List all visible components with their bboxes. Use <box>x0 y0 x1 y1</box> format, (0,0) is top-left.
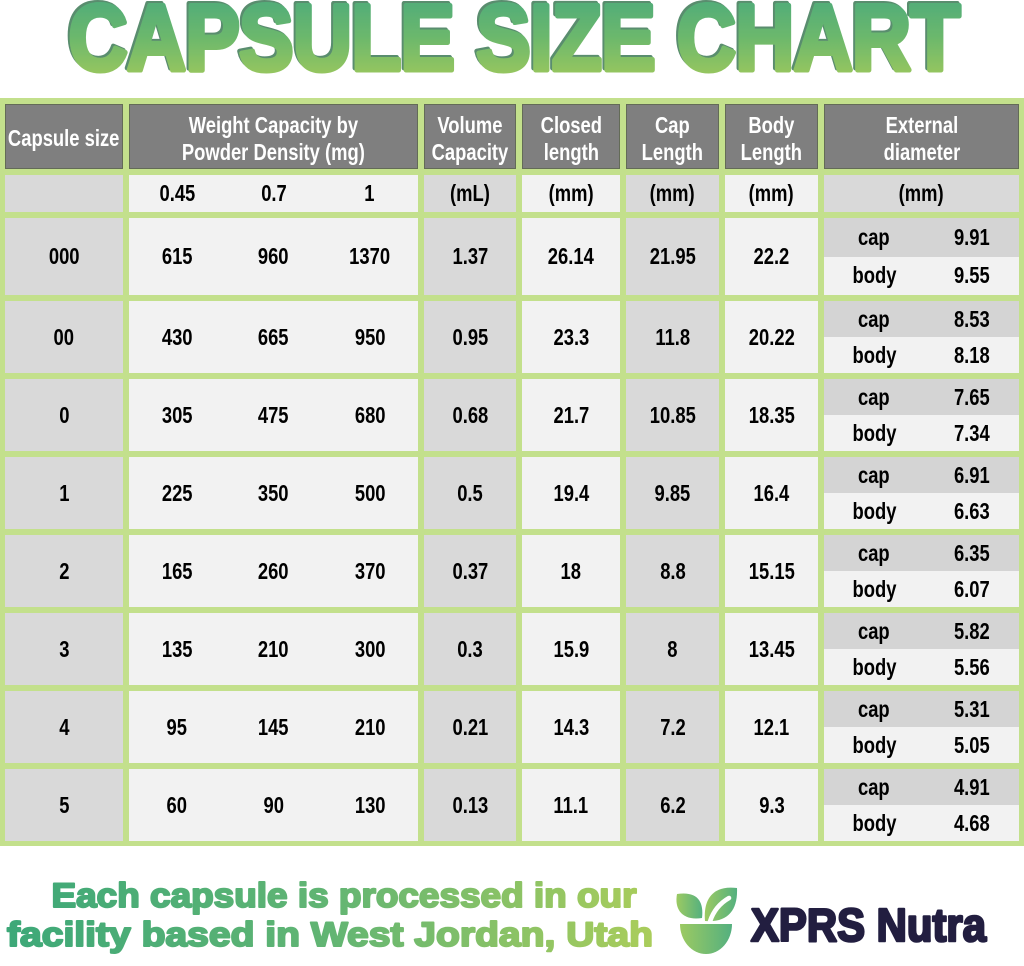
svg-text:facility based in West Jordan,: facility based in West Jordan, Utah <box>7 916 653 954</box>
svg-text:XPRS Nutra: XPRS Nutra <box>751 899 986 951</box>
svg-text:Each capsule is processed in o: Each capsule is processed in our <box>52 877 637 915</box>
svg-text:CAPSULE SIZE CHART: CAPSULE SIZE CHART <box>69 0 961 90</box>
